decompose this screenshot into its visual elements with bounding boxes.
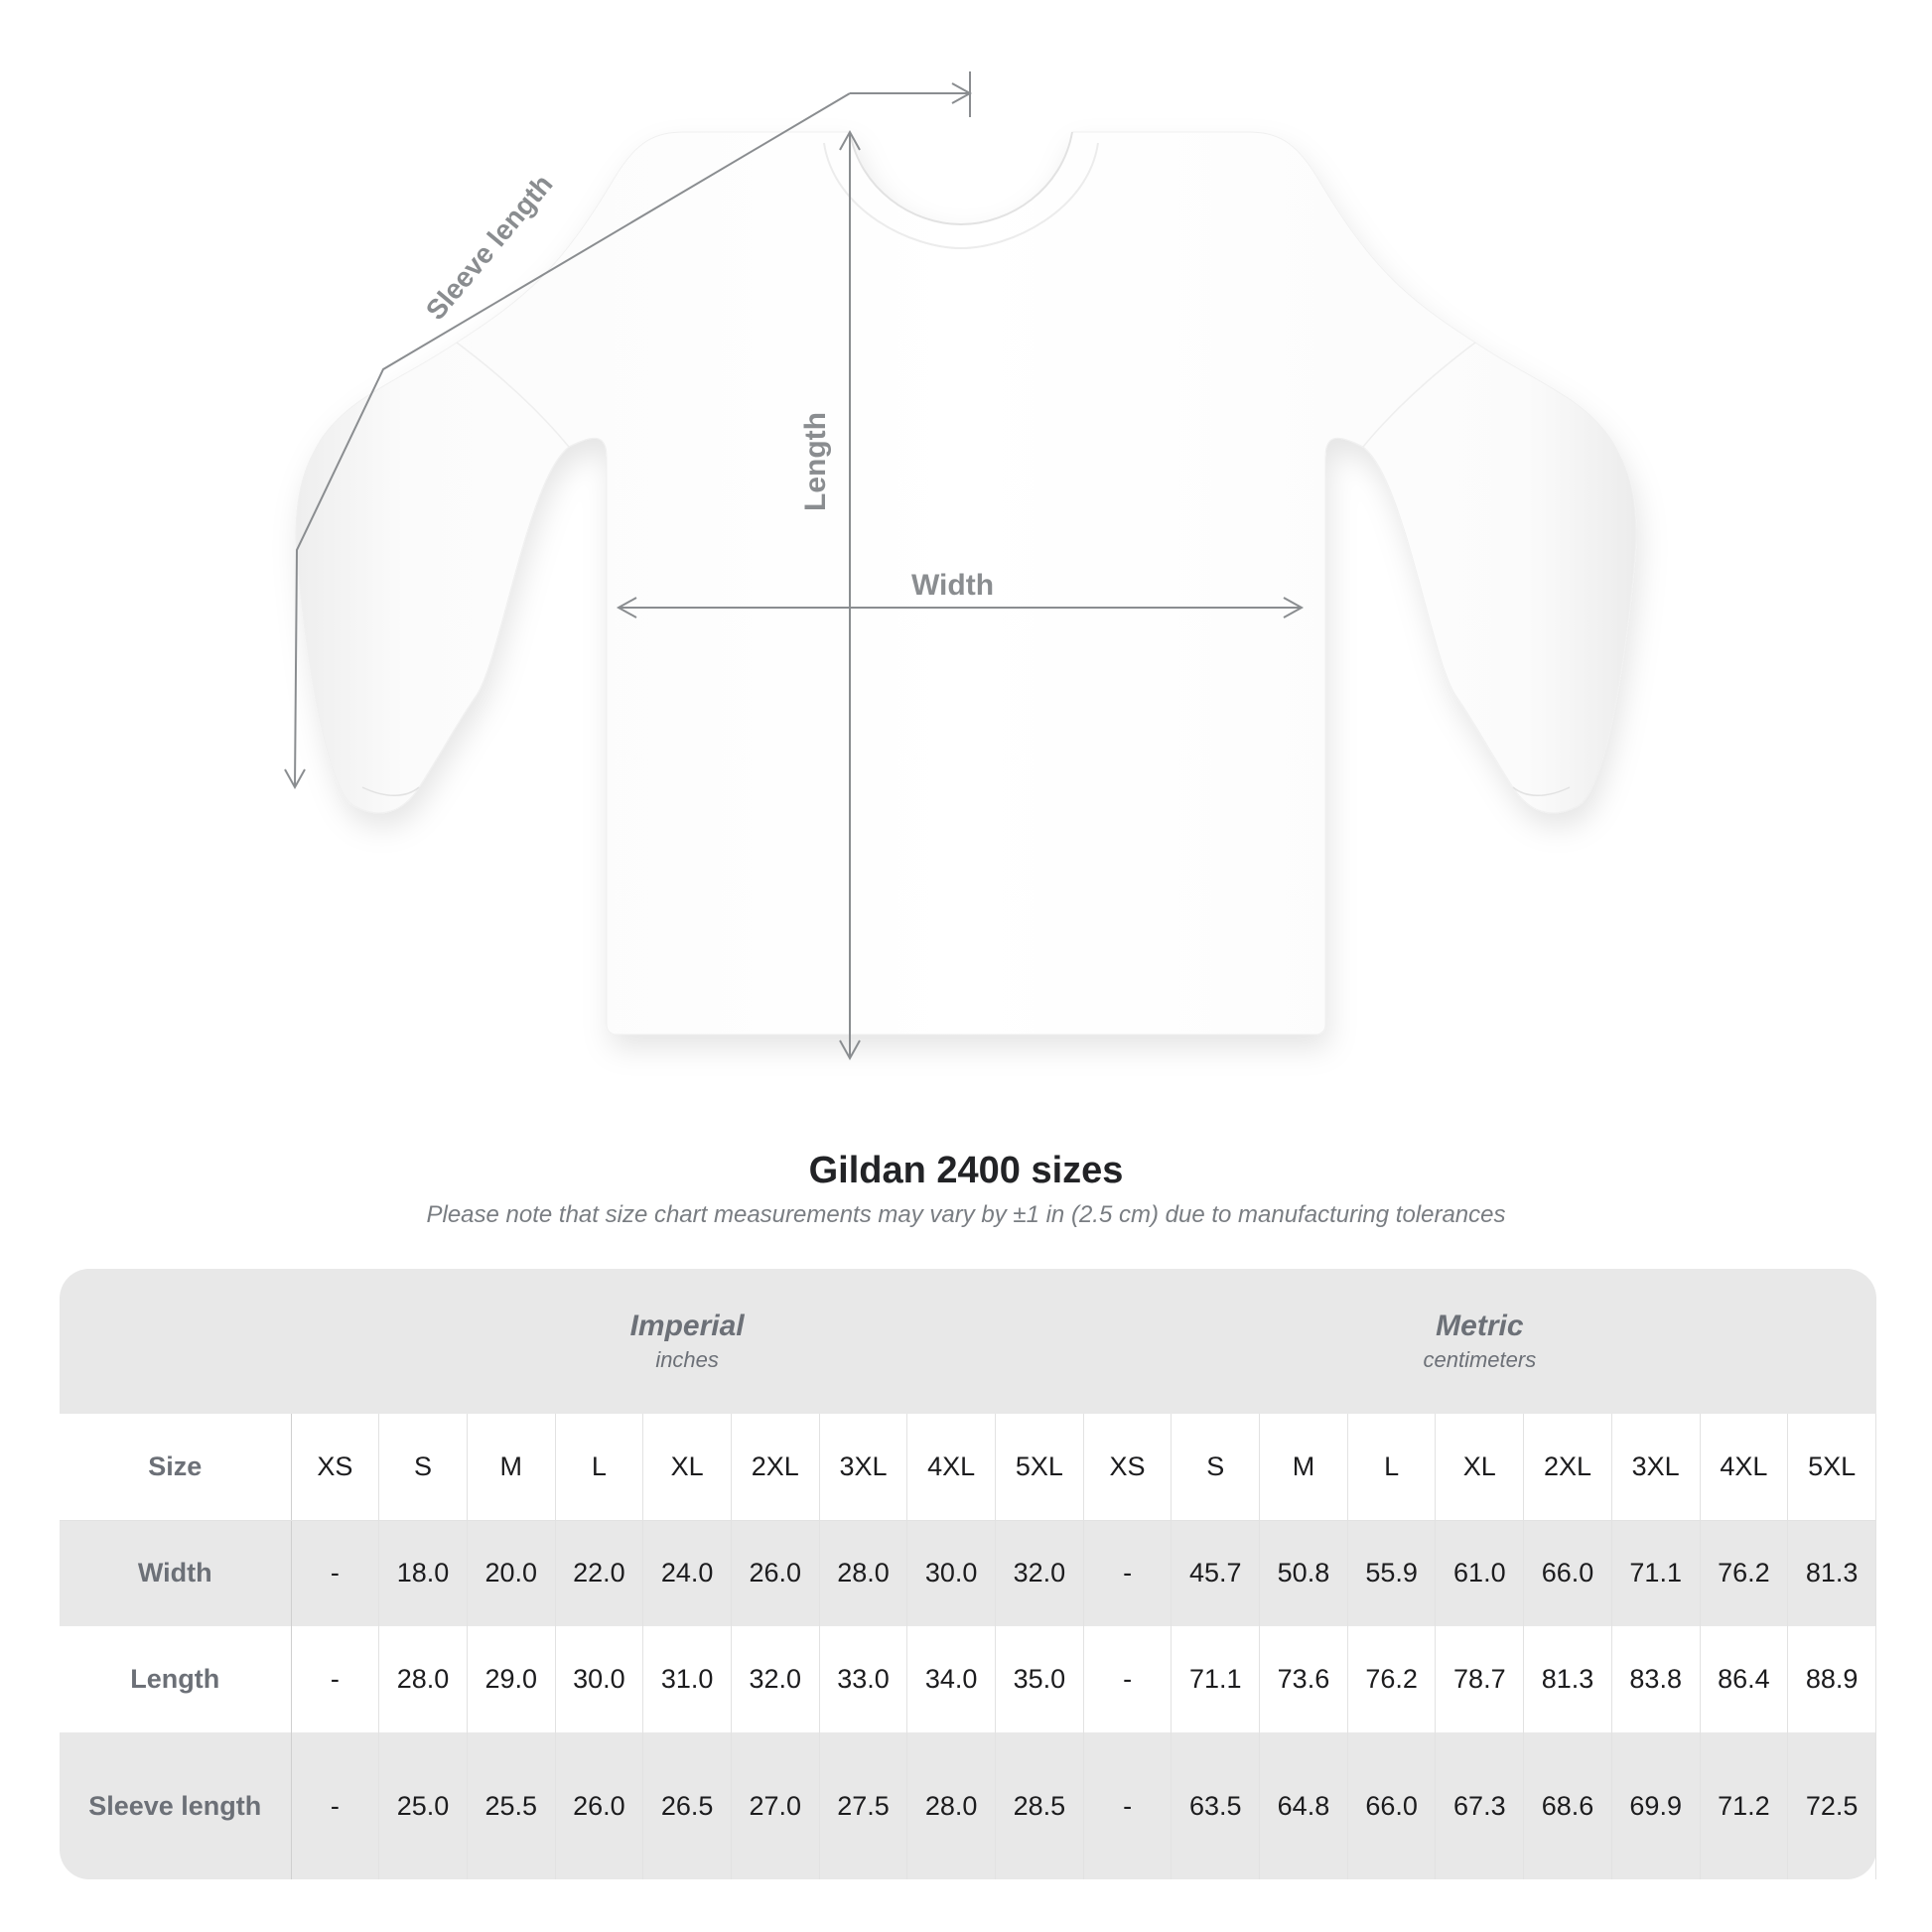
svg-text:Length: Length <box>799 412 832 511</box>
svg-text:Width: Width <box>911 569 994 602</box>
